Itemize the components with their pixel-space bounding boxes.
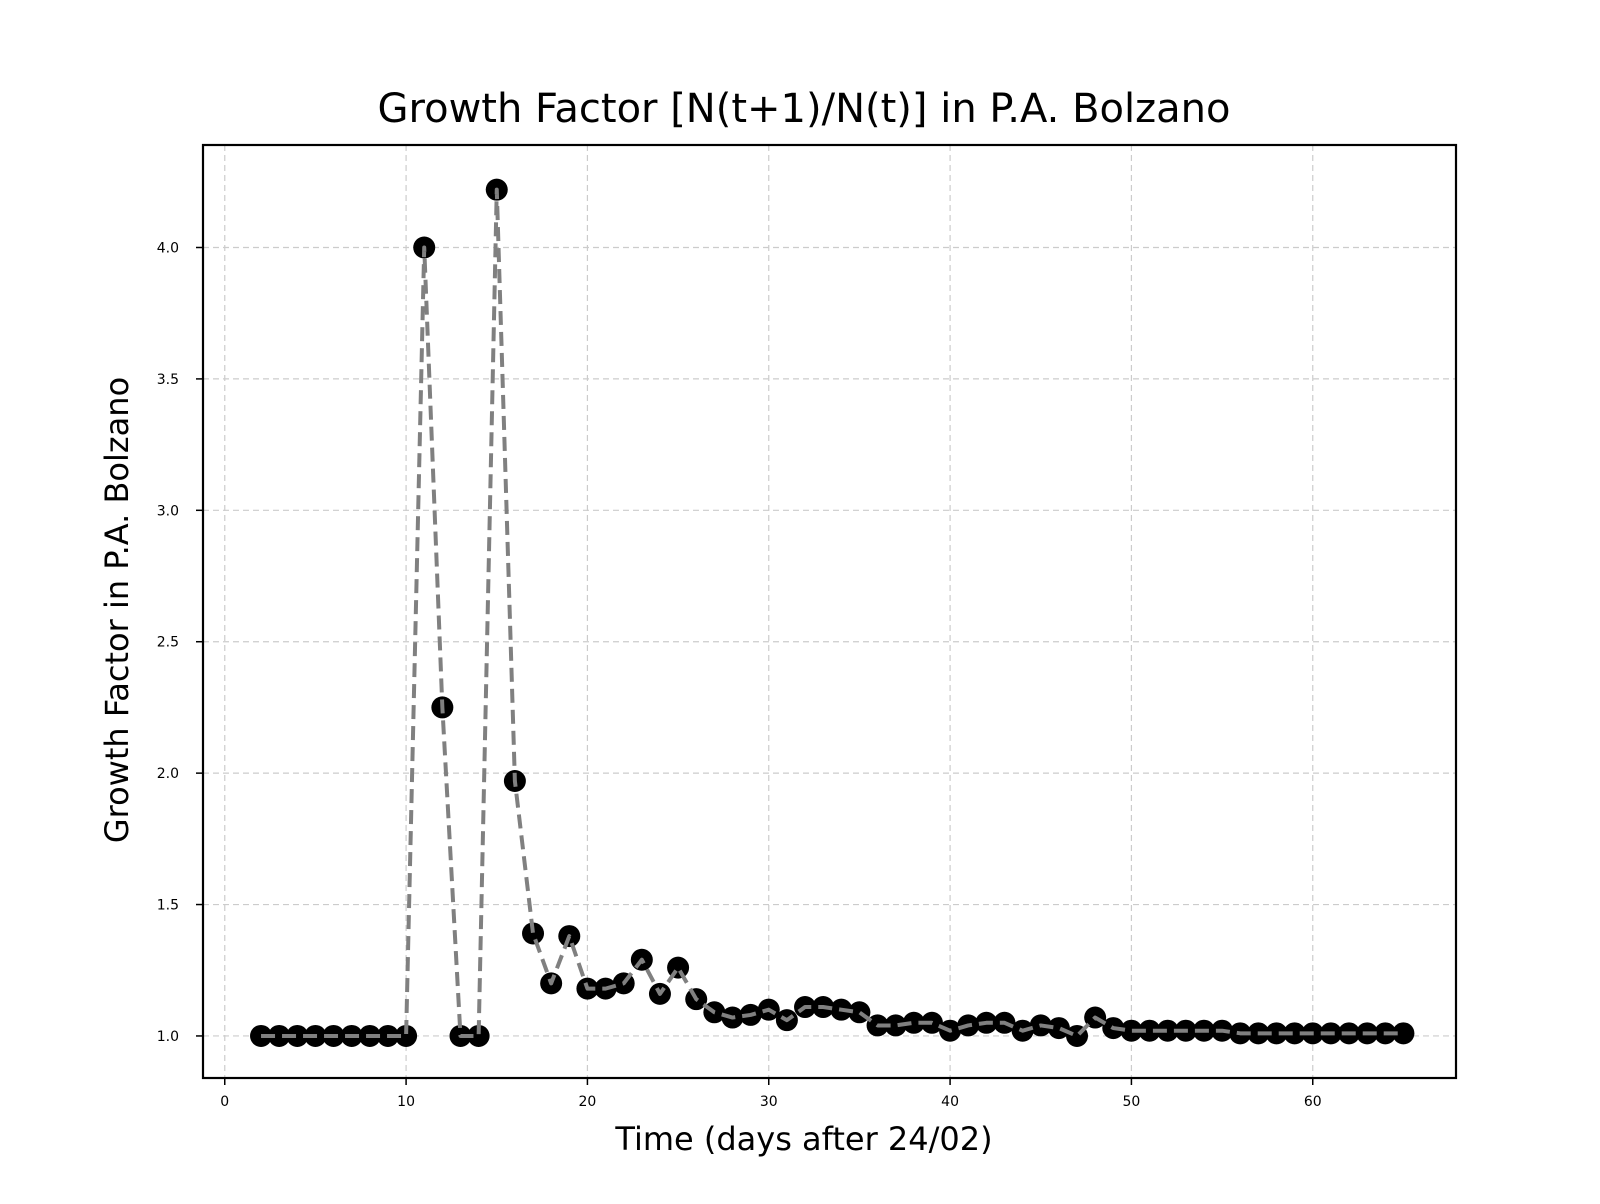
chart-title: Growth Factor [N(t+1)/N(t)] in P.A. Bolz… xyxy=(378,86,1231,132)
y-tick-label: 3.0 xyxy=(157,503,179,519)
plot-frame xyxy=(201,143,1458,1080)
data-point xyxy=(1283,1022,1306,1045)
data-point xyxy=(1138,1019,1161,1042)
y-tick-label: 3.5 xyxy=(157,372,179,388)
x-tick-label: 0 xyxy=(220,1094,229,1110)
data-point xyxy=(1047,1017,1070,1040)
x-tick-label: 40 xyxy=(941,1094,959,1110)
data-point xyxy=(1156,1019,1179,1042)
data-point xyxy=(467,1024,490,1047)
x-axis-label: Time (days after 24/02) xyxy=(614,1120,992,1158)
data-point xyxy=(1120,1019,1143,1042)
series xyxy=(250,178,1415,1047)
x-tick-label: 30 xyxy=(760,1094,778,1110)
data-point xyxy=(902,1011,925,1034)
axis-ticks: 0 10 20 30 40 50 60 1.0 1.5 2.0 2.5 3.0 3.5 4.0 xyxy=(157,240,1322,1110)
x-tick-label: 10 xyxy=(397,1094,415,1110)
series-line xyxy=(261,187,1404,1038)
y-axis-label: Growth Factor in P.A. Bolzano xyxy=(98,377,136,843)
y-tick-label: 2.0 xyxy=(157,766,179,782)
data-point xyxy=(395,1024,418,1047)
data-point xyxy=(522,922,545,945)
data-point xyxy=(1392,1022,1415,1045)
x-tick-label: 60 xyxy=(1304,1094,1322,1110)
y-tick-label: 2.5 xyxy=(157,635,179,651)
data-point xyxy=(286,1024,309,1047)
y-tick-label: 1.0 xyxy=(157,1029,179,1045)
x-tick-label: 50 xyxy=(1123,1094,1141,1110)
y-tick-label: 1.5 xyxy=(157,898,179,914)
data-point xyxy=(884,1014,907,1037)
data-point xyxy=(1265,1022,1288,1045)
data-point xyxy=(250,1024,273,1047)
data-point xyxy=(268,1024,291,1047)
y-tick-label: 4.0 xyxy=(157,240,179,256)
x-tick-label: 20 xyxy=(579,1094,597,1110)
